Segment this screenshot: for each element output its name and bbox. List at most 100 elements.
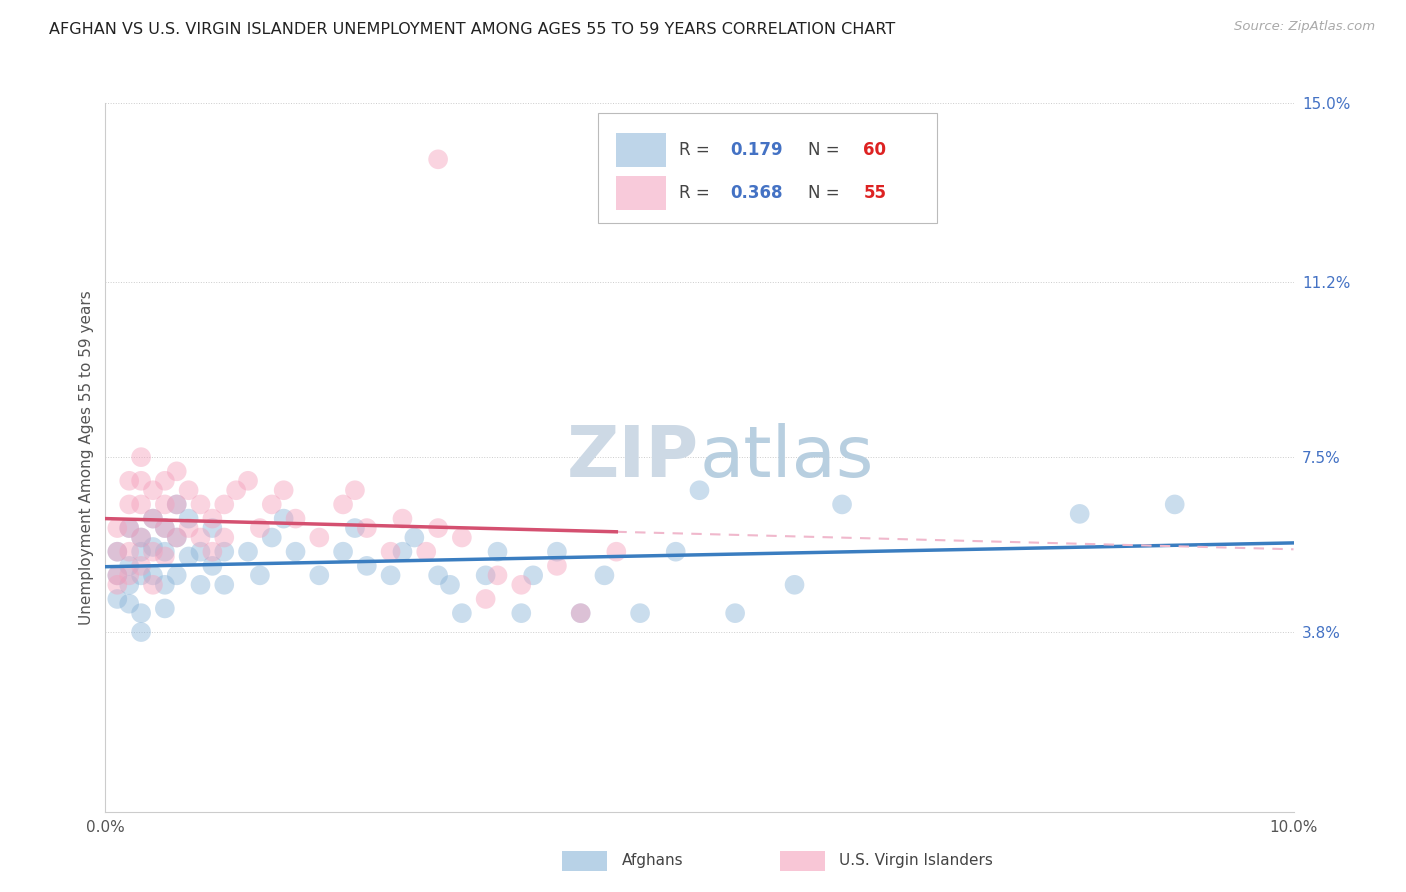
Point <box>142 511 165 525</box>
Point <box>522 568 544 582</box>
Point <box>142 578 165 592</box>
Point <box>474 592 496 607</box>
Point <box>450 531 472 545</box>
Point <box>273 483 295 498</box>
Point <box>201 544 224 558</box>
Point <box>249 568 271 582</box>
Text: R =: R = <box>679 184 716 202</box>
Point <box>1164 497 1187 511</box>
Point <box>118 474 141 488</box>
Point <box>129 606 152 620</box>
Point <box>427 568 450 582</box>
Point <box>166 531 188 545</box>
Point <box>332 497 354 511</box>
Point <box>201 558 224 573</box>
Point <box>153 497 176 511</box>
Point <box>201 511 224 525</box>
Point <box>105 544 128 558</box>
Point <box>190 531 212 545</box>
Point <box>831 497 853 511</box>
Text: 55: 55 <box>863 184 886 202</box>
Point <box>118 521 141 535</box>
Point <box>273 511 295 525</box>
Point <box>569 606 592 620</box>
Point <box>105 568 128 582</box>
Bar <box>780 851 825 871</box>
Point <box>142 511 165 525</box>
Point <box>724 606 747 620</box>
Point <box>415 544 437 558</box>
Point <box>404 531 426 545</box>
Point <box>486 568 509 582</box>
Text: atlas: atlas <box>700 423 875 491</box>
Point <box>129 531 152 545</box>
Point <box>105 544 128 558</box>
Point <box>605 544 627 558</box>
Point <box>118 558 141 573</box>
Point <box>689 483 711 498</box>
Point <box>391 511 413 525</box>
Point <box>1069 507 1091 521</box>
Bar <box>616 176 666 210</box>
Point <box>105 568 128 582</box>
Point <box>129 450 152 464</box>
Point <box>450 606 472 620</box>
Point <box>105 592 128 607</box>
Point <box>190 497 212 511</box>
Point <box>166 497 188 511</box>
Point <box>118 568 141 582</box>
Point <box>166 464 188 478</box>
Point <box>569 606 592 620</box>
Point <box>391 544 413 558</box>
Point <box>153 578 176 592</box>
Point <box>177 511 200 525</box>
Point <box>439 578 461 592</box>
Point <box>214 497 236 511</box>
Point <box>177 521 200 535</box>
Point <box>166 531 188 545</box>
Point <box>118 497 141 511</box>
Point <box>356 521 378 535</box>
Point <box>546 544 568 558</box>
Point <box>142 568 165 582</box>
Point <box>118 578 141 592</box>
Point <box>308 531 330 545</box>
Point <box>214 544 236 558</box>
Point <box>332 544 354 558</box>
Text: AFGHAN VS U.S. VIRGIN ISLANDER UNEMPLOYMENT AMONG AGES 55 TO 59 YEARS CORRELATIO: AFGHAN VS U.S. VIRGIN ISLANDER UNEMPLOYM… <box>49 22 896 37</box>
Point <box>260 497 283 511</box>
Point <box>142 540 165 554</box>
Point <box>260 531 283 545</box>
Text: U.S. Virgin Islanders: U.S. Virgin Islanders <box>839 854 993 868</box>
Text: R =: R = <box>679 141 716 159</box>
Point <box>343 483 366 498</box>
Point <box>380 544 402 558</box>
Point <box>129 544 152 558</box>
Point <box>284 544 307 558</box>
Point <box>510 606 533 620</box>
Point <box>129 625 152 640</box>
Point <box>201 521 224 535</box>
Point <box>153 549 176 564</box>
Point <box>153 521 176 535</box>
Point <box>153 521 176 535</box>
Point <box>118 597 141 611</box>
Point <box>356 558 378 573</box>
Text: 60: 60 <box>863 141 886 159</box>
Point <box>153 601 176 615</box>
Point <box>236 544 259 558</box>
Point <box>628 606 651 620</box>
Text: N =: N = <box>807 141 845 159</box>
Point <box>129 497 152 511</box>
Point <box>427 521 450 535</box>
Point <box>249 521 271 535</box>
Point <box>225 483 247 498</box>
Point <box>214 578 236 592</box>
Point <box>129 558 152 573</box>
Y-axis label: Unemployment Among Ages 55 to 59 years: Unemployment Among Ages 55 to 59 years <box>79 290 94 624</box>
Point <box>105 578 128 592</box>
Point <box>783 578 806 592</box>
Point <box>118 521 141 535</box>
Point <box>427 153 450 167</box>
Point <box>129 474 152 488</box>
